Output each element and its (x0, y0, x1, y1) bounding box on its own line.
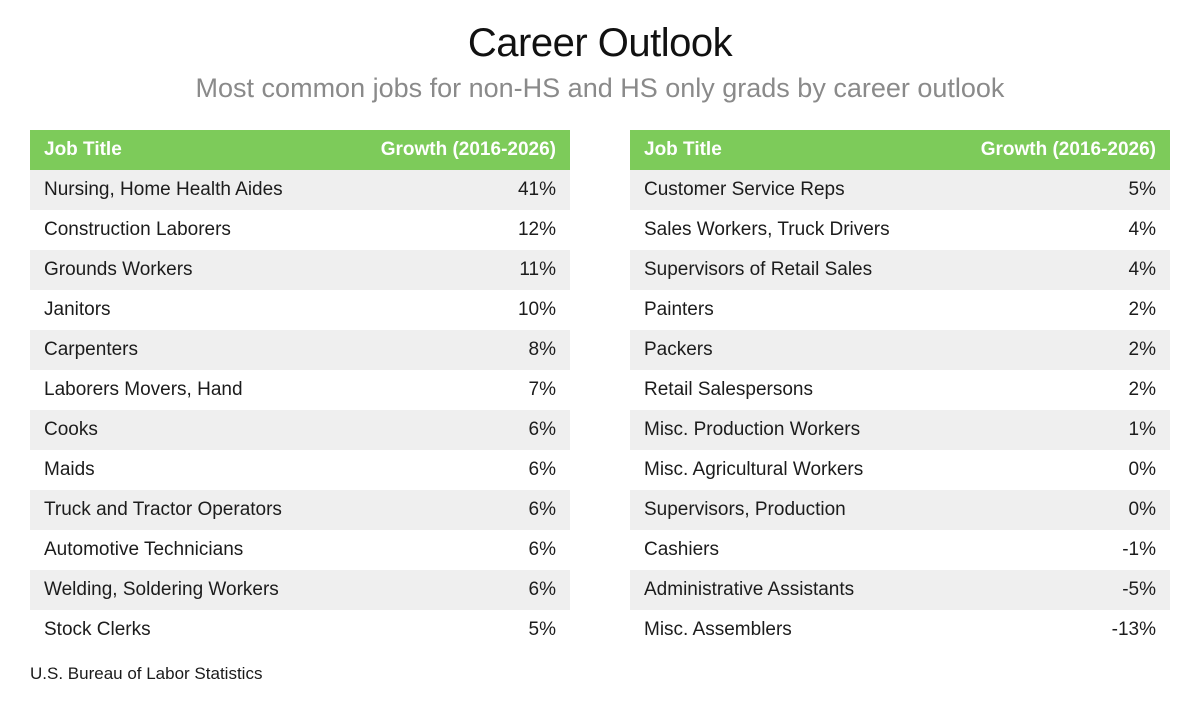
table-body: Nursing, Home Health Aides 41% Constructio… (30, 170, 570, 650)
growth-cell: 7% (528, 379, 556, 400)
table-row: Automotive Technicians 6% (30, 530, 570, 570)
job-title-cell: Sales Workers, Truck Drivers (644, 219, 890, 240)
career-table-left: Job Title Growth (2016-2026) Nursing, Ho… (30, 130, 570, 650)
table-row: Nursing, Home Health Aides 41% (30, 170, 570, 210)
growth-cell: 6% (528, 499, 556, 520)
growth-cell: 10% (517, 299, 556, 320)
growth-cell: 6% (528, 459, 556, 480)
growth-cell: 0% (1128, 499, 1156, 520)
job-title-cell: Misc. Assemblers (644, 619, 792, 640)
growth-cell: 2% (1128, 299, 1156, 320)
growth-cell: 12% (517, 219, 556, 240)
growth-cell: 8% (528, 339, 556, 360)
growth-cell: 2% (1128, 379, 1156, 400)
job-title-cell: Grounds Workers (44, 259, 193, 280)
job-title-cell: Welding, Soldering Workers (44, 579, 279, 600)
job-title-cell: Laborers Movers, Hand (44, 379, 243, 400)
job-title-cell: Misc. Production Workers (644, 419, 861, 440)
job-title-cell: Administrative Assistants (644, 579, 855, 600)
job-title-cell: Truck and Tractor Operators (44, 499, 282, 520)
table-row: Stock Clerks 5% (30, 610, 570, 650)
table-row: Carpenters 8% (30, 330, 570, 370)
table-row: Supervisors, Production 0% (630, 490, 1170, 530)
table-row: Supervisors of Retail Sales 4% (630, 250, 1170, 290)
growth-cell: 6% (528, 419, 556, 440)
job-title-cell: Maids (44, 459, 95, 480)
job-title-cell: Supervisors, Production (644, 499, 846, 520)
chart-title: Career Outlook (467, 21, 733, 65)
table-body: Customer Service Reps 5% Sales Workers, Tr… (630, 170, 1170, 650)
job-title-cell: Supervisors of Retail Sales (644, 259, 873, 280)
table-row: Misc. Production Workers 1% (630, 410, 1170, 450)
growth-cell: 0% (1128, 459, 1156, 480)
growth-cell: 4% (1128, 259, 1156, 280)
growth-cell: 5% (1128, 179, 1156, 200)
job-title-cell: Janitors (44, 299, 111, 320)
job-title-cell: Retail Salespersons (644, 379, 813, 400)
job-title-cell: Construction Laborers (44, 219, 231, 240)
growth-cell: 41% (517, 179, 556, 200)
job-title-cell: Stock Clerks (44, 619, 151, 640)
table-row: Packers 2% (630, 330, 1170, 370)
job-title-cell: Nursing, Home Health Aides (44, 179, 283, 200)
job-title-cell: Carpenters (44, 339, 138, 360)
table-row: Grounds Workers 11% (30, 250, 570, 290)
table-row: Cashiers -1% (630, 530, 1170, 570)
table-row: Misc. Assemblers -13% (630, 610, 1170, 650)
table-row: Customer Service Reps 5% (630, 170, 1170, 210)
table-row: Cooks 6% (30, 410, 570, 450)
table-header: Job Title Growth (2016-2026) (30, 130, 570, 170)
job-title-cell: Cooks (44, 419, 98, 440)
table-row: Laborers Movers, Hand 7% (30, 370, 570, 410)
table-row: Sales Workers, Truck Drivers 4% (630, 210, 1170, 250)
table-row: Truck and Tractor Operators 6% (30, 490, 570, 530)
growth-cell: -1% (1122, 539, 1156, 560)
growth-cell: 1% (1128, 419, 1156, 440)
job-title-cell: Cashiers (644, 539, 719, 560)
growth-cell: 6% (528, 579, 556, 600)
growth-cell: -13% (1111, 619, 1156, 640)
job-title-cell: Automotive Technicians (44, 539, 244, 560)
growth-cell: 6% (528, 539, 556, 560)
job-title-cell: Customer Service Reps (644, 179, 845, 200)
job-title-cell: Painters (644, 299, 714, 320)
growth-cell: -5% (1122, 579, 1156, 600)
table-row: Administrative Assistants -5% (630, 570, 1170, 610)
table-header: Job Title Growth (2016-2026) (630, 130, 1170, 170)
table-row: Misc. Agricultural Workers 0% (630, 450, 1170, 490)
growth-cell: 5% (528, 619, 556, 640)
column-header-growth: Growth (2016-2026) (980, 139, 1156, 160)
growth-cell: 4% (1128, 219, 1156, 240)
source-note: U.S. Bureau of Labor Statistics (30, 664, 263, 683)
table-row: Welding, Soldering Workers 6% (30, 570, 570, 610)
table-row: Painters 2% (630, 290, 1170, 330)
growth-cell: 11% (519, 259, 556, 280)
column-header-job-title: Job Title (644, 139, 722, 160)
table-row: Retail Salespersons 2% (630, 370, 1170, 410)
table-row: Janitors 10% (30, 290, 570, 330)
growth-cell: 2% (1128, 339, 1156, 360)
column-header-growth: Growth (2016-2026) (380, 139, 556, 160)
table-row: Construction Laborers 12% (30, 210, 570, 250)
chart-subtitle: Most common jobs for non-HS and HS only … (195, 73, 1005, 103)
career-table-right: Job Title Growth (2016-2026) Customer Se… (630, 130, 1170, 650)
column-header-job-title: Job Title (44, 139, 122, 160)
table-row: Maids 6% (30, 450, 570, 490)
job-title-cell: Misc. Agricultural Workers (644, 459, 864, 480)
job-title-cell: Packers (644, 339, 713, 360)
